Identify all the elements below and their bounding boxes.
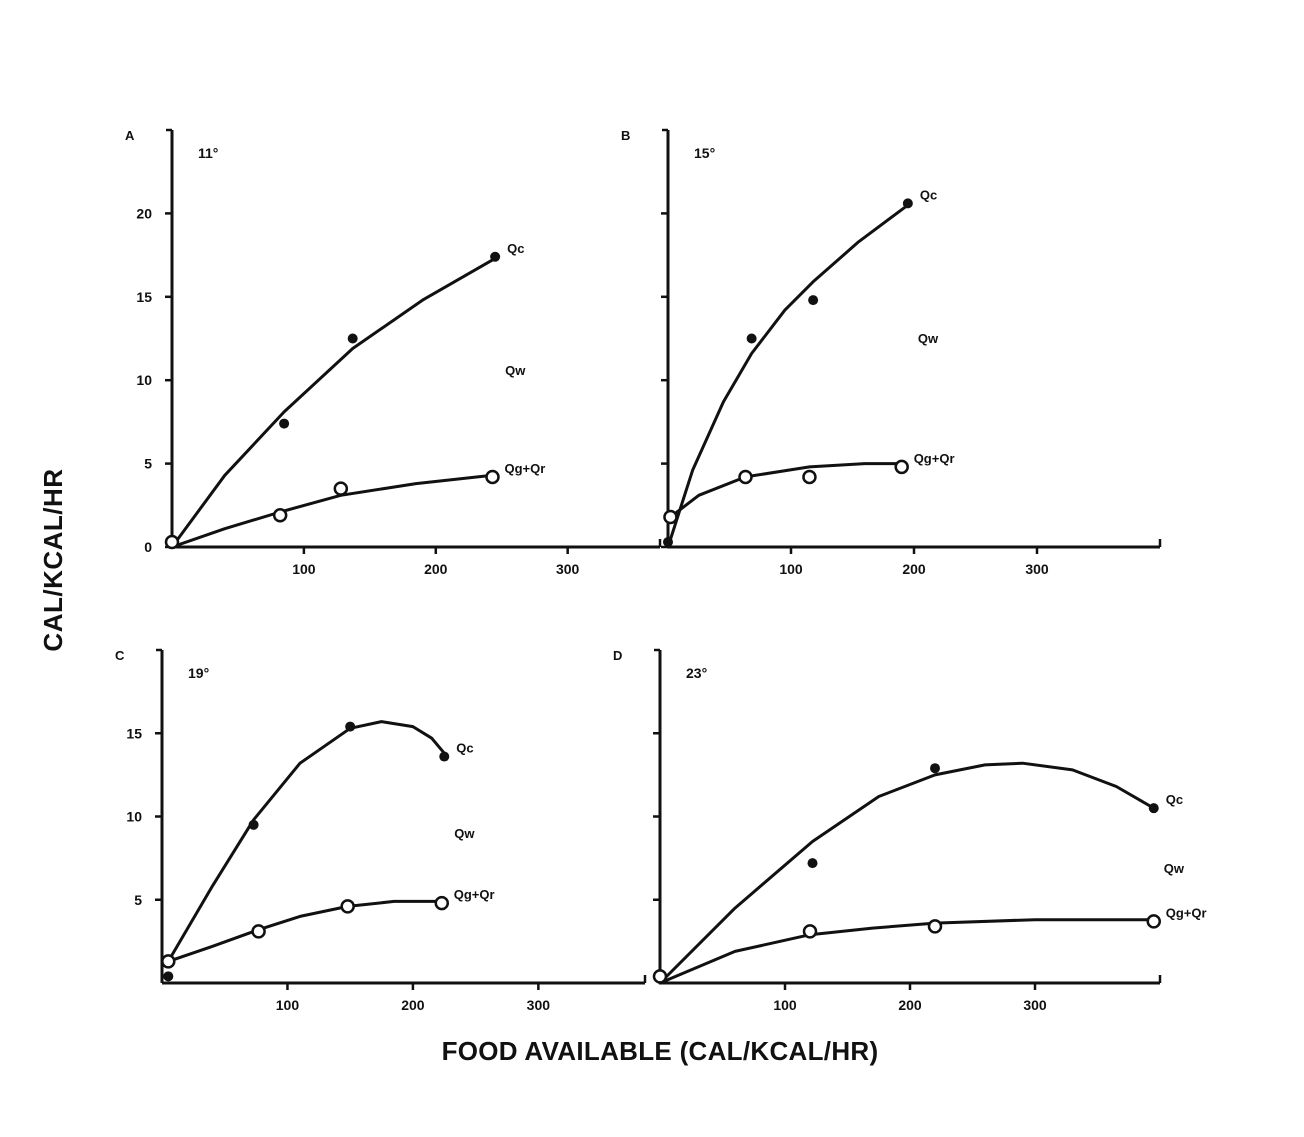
series-curve-qg-qr [170,473,494,549]
y-tick-label: 15 [136,289,152,305]
data-point-qc [279,418,290,429]
x-tick-label: 100 [276,997,300,1013]
panel-letter: A [125,128,135,143]
x-tick-label: 100 [773,997,797,1013]
data-point-qc [439,751,450,762]
data-point-qg-qr [894,459,909,475]
data-point-qc [902,198,913,209]
data-point-qg-qr [340,899,355,914]
x-tick-label: 200 [898,997,922,1013]
data-point-qg-qr [161,954,176,969]
x-tick-label: 200 [401,997,425,1013]
data-point-qc [808,295,819,306]
series-label-qc: Qc [456,741,473,756]
data-point-qc [248,819,259,830]
series-curve-qc [658,761,1156,985]
y-tick-label: 10 [126,809,142,825]
panel-a: 0 5 10 15 20 100 200 300 A 11° Qc Qg+Qr Qw [125,128,662,577]
x-tick-label: 200 [424,561,448,577]
series-curve-qc [666,203,910,549]
data-point-qg-qr [652,969,668,984]
qw-label: Qw [918,331,939,346]
panel-temperature: 15° [694,145,715,161]
qw-label: Qw [1164,861,1185,876]
data-point-qc [807,858,818,869]
panel-c: 5 10 15 100 200 300 C 19° Qc Qg+Qr Qw [115,648,647,1013]
series-curve-qc [166,720,446,963]
panel-b: 100 200 300 B 15° Qc Qg+Qr Qw [621,128,1162,577]
data-point-qc [663,536,673,547]
panel-d: 100 200 300 D 23° Qc Qg+Qr Qw [613,648,1207,1013]
x-tick-label: 100 [292,561,316,577]
y-tick-label: 5 [144,456,152,472]
y-tick-label: 0 [144,539,152,555]
data-point-qg-qr [802,469,817,485]
panel-letter: D [613,648,622,663]
series-curve-qc [170,256,497,549]
y-tick-label: 10 [136,372,152,388]
x-axis-label: FOOD AVAILABLE (CAL/KCAL/HR) [441,1036,879,1066]
series-curve-qg-qr [669,462,904,519]
series-label-qc: Qc [920,187,937,202]
data-point-qg-qr [434,895,450,911]
data-point-qc [347,333,358,344]
qw-label: Qw [505,363,526,378]
data-point-qc [345,721,356,732]
y-tick-label: 15 [126,725,142,741]
series-label-qg-qr: Qg+Qr [454,887,495,902]
series-label-qg-qr: Qg+Qr [504,461,545,476]
data-point-qc [490,251,501,262]
x-tick-label: 300 [1023,997,1047,1013]
x-tick-label: 300 [527,997,551,1013]
data-point-qc [746,333,757,344]
data-point-qc [1148,803,1159,814]
panel-temperature: 23° [686,665,707,681]
series-label-qc: Qc [1166,792,1183,807]
series-curve-qg-qr [166,899,444,963]
y-tick-label: 20 [136,205,152,221]
data-point-qg-qr [333,481,349,496]
y-tick-label: 5 [134,892,142,908]
panel-temperature: 11° [198,145,218,161]
panel-letter: B [621,128,630,143]
data-point-qg-qr [164,534,180,550]
data-point-qg-qr [251,924,266,939]
panel-letter: C [115,648,125,663]
data-point-qg-qr [1146,914,1161,929]
data-point-qg-qr [272,508,288,523]
x-tick-label: 300 [1025,561,1049,577]
qw-label: Qw [454,826,475,841]
data-point-qg-qr [927,919,943,934]
series-curve-qg-qr [658,918,1156,985]
data-point-qg-qr [738,469,753,485]
data-point-qg-qr [802,924,818,939]
panel-temperature: 19° [188,665,209,681]
data-point-qc [163,971,174,982]
data-point-qg-qr [663,509,678,525]
y-axis-label: CAL/KCAL/HR [38,468,68,652]
data-point-qc [930,763,940,774]
x-tick-label: 200 [902,561,926,577]
series-label-qg-qr: Qg+Qr [1166,905,1207,920]
x-tick-label: 100 [779,561,803,577]
data-point-qg-qr [485,469,500,485]
x-tick-label: 300 [556,561,580,577]
series-label-qc: Qc [507,241,524,256]
series-label-qg-qr: Qg+Qr [914,451,955,466]
